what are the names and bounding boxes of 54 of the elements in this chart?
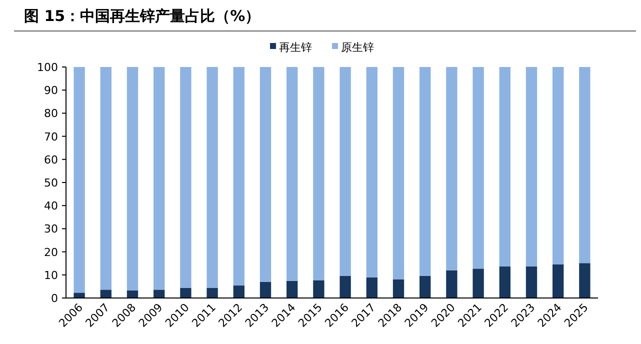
bar	[260, 282, 272, 298]
y-tick-label: 50	[44, 176, 58, 190]
bar	[340, 276, 351, 298]
legend-label: 再生锌	[279, 41, 312, 54]
bar	[126, 290, 138, 298]
bar	[366, 67, 378, 278]
bar	[154, 290, 165, 298]
bar	[526, 266, 538, 298]
bar	[526, 67, 538, 266]
bar	[180, 288, 192, 298]
bar	[100, 290, 112, 298]
y-tick-label: 20	[44, 246, 58, 259]
y-tick-label: 40	[44, 200, 58, 213]
bar	[499, 266, 510, 298]
bar	[74, 292, 85, 298]
bar	[260, 67, 272, 282]
bar	[392, 67, 404, 280]
bar	[420, 67, 431, 276]
y-tick-label: 90	[44, 84, 58, 98]
bar	[420, 276, 431, 298]
bar	[446, 270, 458, 298]
chart-title: 图 15：中国再生锌产量占比（%）	[24, 7, 260, 25]
y-tick-label: 0	[51, 292, 58, 305]
y-tick-label: 30	[44, 222, 58, 236]
bar	[206, 67, 218, 288]
bar	[286, 67, 298, 281]
bar	[366, 277, 378, 298]
bar	[100, 67, 112, 290]
bar	[313, 280, 324, 298]
bar	[552, 67, 564, 264]
y-tick-label: 70	[44, 130, 58, 144]
bar	[126, 67, 138, 290]
bar	[154, 67, 165, 290]
bar	[233, 67, 244, 286]
bar	[579, 263, 590, 298]
y-tick-label: 60	[44, 153, 58, 166]
bar	[499, 67, 510, 266]
y-tick-label: 80	[44, 107, 58, 120]
bar	[472, 268, 484, 298]
bar	[74, 67, 85, 293]
bar	[313, 67, 324, 280]
bar	[392, 279, 404, 298]
y-tick-label: 10	[44, 268, 58, 282]
bar	[579, 67, 590, 264]
bar	[552, 264, 564, 298]
bar	[340, 67, 351, 276]
bar	[286, 280, 298, 298]
bar	[180, 67, 192, 288]
y-tick-label: 100	[37, 61, 58, 74]
bar	[233, 286, 244, 298]
bar	[446, 67, 458, 270]
bar	[472, 67, 484, 269]
legend-label: 原生锌	[341, 41, 374, 54]
bar	[206, 288, 218, 298]
